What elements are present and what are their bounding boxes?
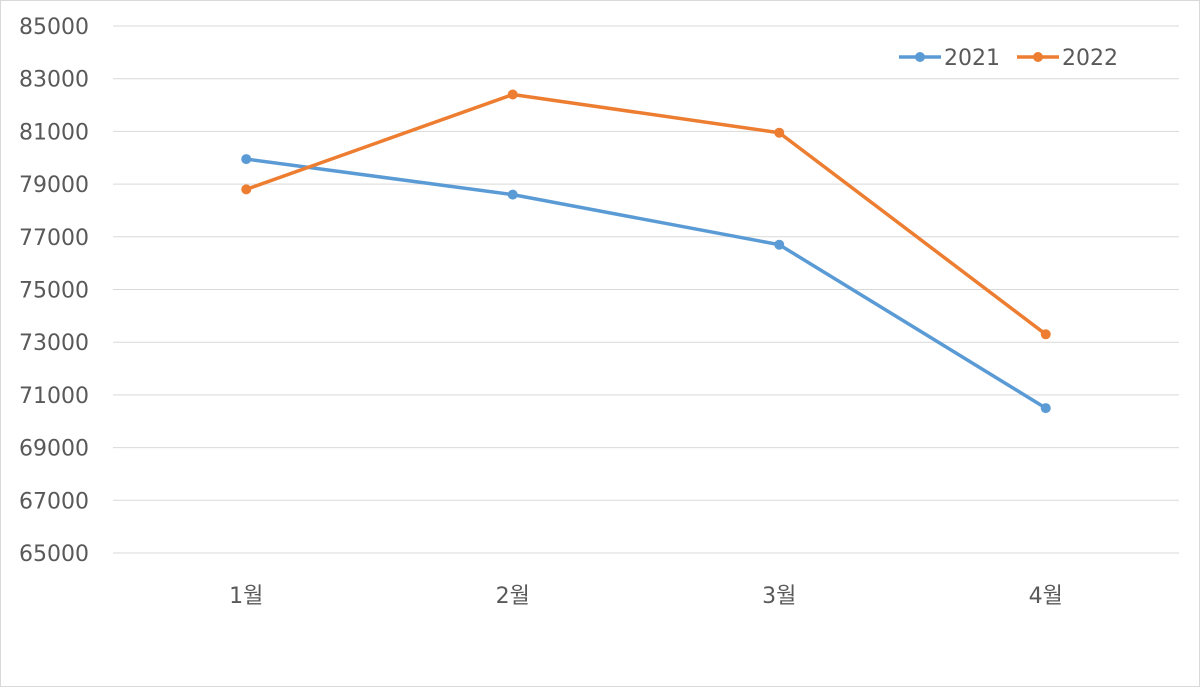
y-tick-label: 67000 [19, 489, 89, 514]
y-tick-label: 77000 [19, 226, 89, 251]
x-tick-label: 4월 [1029, 584, 1063, 609]
data-point-2021 [241, 154, 252, 165]
x-tick-label: 3월 [762, 584, 796, 609]
gridlines [113, 25, 1179, 554]
legend: 2021 2022 [899, 46, 1118, 71]
y-tick-label: 71000 [19, 384, 89, 409]
y-tick-label: 85000 [19, 15, 89, 40]
data-point-2021 [1040, 403, 1051, 414]
legend-marker [915, 52, 925, 62]
y-tick-label: 65000 [19, 542, 89, 567]
series-line-2022 [244, 92, 1048, 337]
data-point-2021 [774, 239, 785, 250]
series-lines [241, 89, 1051, 414]
data-point-2022 [1040, 329, 1051, 340]
legend-marker [1033, 52, 1043, 62]
y-tick-label: 81000 [19, 120, 89, 145]
y-tick-label: 73000 [19, 331, 89, 356]
data-point-2022 [774, 127, 785, 138]
y-axis: 65000 67000 69000 71000 73000 75000 77000 79000… [19, 15, 89, 567]
data-point-2022 [241, 184, 252, 195]
x-tick-label: 2월 [496, 584, 530, 609]
series-line-2021 [244, 157, 1048, 410]
y-tick-label: 83000 [19, 68, 89, 93]
x-axis: 1월 2월 3월 4월 [229, 584, 1063, 609]
legend-label: 2021 [944, 46, 1000, 71]
y-tick-label: 79000 [19, 173, 89, 198]
data-point-2022 [507, 89, 518, 100]
x-tick-label: 1월 [229, 584, 263, 609]
legend-label: 2022 [1062, 46, 1118, 71]
y-tick-label: 69000 [19, 437, 89, 462]
legend-item-2021: 2021 [899, 46, 1000, 71]
legend-item-2022: 2022 [1017, 46, 1118, 71]
data-point-2021 [507, 189, 518, 200]
y-tick-label: 75000 [19, 279, 89, 304]
